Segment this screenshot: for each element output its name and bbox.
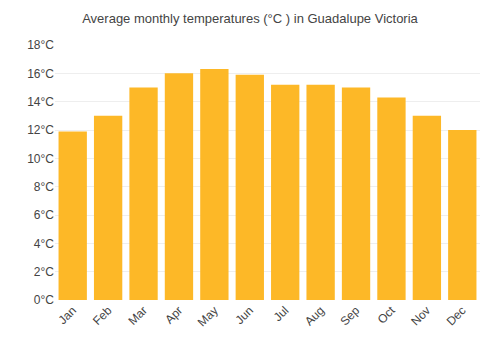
svg-text:4°C: 4°C (34, 237, 54, 251)
svg-text:Mar: Mar (125, 303, 150, 328)
svg-text:Apr: Apr (162, 303, 185, 326)
svg-text:6°C: 6°C (34, 208, 54, 222)
svg-text:Jan: Jan (55, 303, 79, 327)
svg-text:Dec: Dec (444, 303, 469, 328)
svg-text:12°C: 12°C (27, 123, 54, 137)
svg-text:18°C: 18°C (27, 38, 54, 52)
svg-text:0°C: 0°C (34, 293, 54, 307)
svg-text:May: May (195, 303, 221, 329)
svg-text:Average monthly temperatures (: Average monthly temperatures (°C ) in Gu… (82, 11, 418, 26)
svg-text:10°C: 10°C (27, 152, 54, 166)
svg-text:Sep: Sep (337, 303, 362, 328)
svg-text:Aug: Aug (302, 303, 327, 328)
svg-text:Jun: Jun (233, 303, 257, 327)
svg-text:14°C: 14°C (27, 95, 54, 109)
svg-text:Feb: Feb (90, 303, 115, 328)
svg-text:16°C: 16°C (27, 67, 54, 81)
svg-text:2°C: 2°C (34, 265, 54, 279)
svg-text:Jul: Jul (271, 303, 292, 324)
svg-text:8°C: 8°C (34, 180, 54, 194)
svg-text:Oct: Oct (375, 303, 399, 327)
svg-text:Nov: Nov (408, 303, 433, 328)
